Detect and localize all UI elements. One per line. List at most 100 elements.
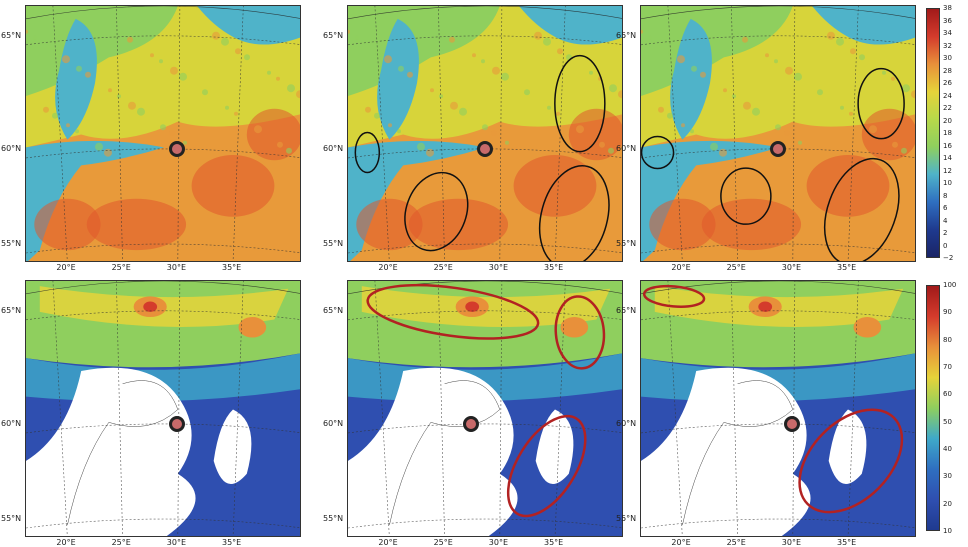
- temperature-colorbar: [926, 8, 940, 258]
- colorbar-tick: 10: [943, 179, 952, 187]
- lat-label: 65°N: [1, 30, 22, 40]
- annotation-ellipse: [366, 283, 540, 340]
- location-marker: [783, 415, 800, 432]
- colorbar-tick: 40: [943, 445, 952, 453]
- lat-label: 60°N: [616, 143, 637, 153]
- lat-label: 60°N: [323, 143, 344, 153]
- lat-label: 65°N: [323, 30, 344, 40]
- coastline: [682, 380, 794, 526]
- lat-label: 65°N: [616, 305, 637, 315]
- colorbar-tick: 34: [943, 29, 952, 37]
- gulf-of-bothnia: [55, 18, 97, 140]
- lon-label: 35°E: [837, 263, 857, 272]
- colorbar-tick: 90: [943, 308, 952, 317]
- annotation-ellipse: [823, 157, 900, 261]
- clear-sky-area: [348, 367, 518, 536]
- hot-patch: [408, 198, 509, 251]
- cloud-cover-map-panel: [25, 280, 301, 537]
- gulf-of-bothnia: [377, 18, 419, 140]
- graticule: [348, 281, 622, 536]
- lat-label: 60°N: [1, 418, 22, 428]
- annotation-ellipse: [642, 284, 706, 308]
- colorbar-tick: 22: [943, 104, 952, 112]
- colorbar-tick: 18: [943, 129, 952, 137]
- temperature-map-panel: [347, 5, 623, 262]
- annotation-ellipse: [506, 414, 587, 518]
- lat-label: 65°N: [616, 30, 637, 40]
- colorbar-tick: 16: [943, 141, 952, 150]
- colorbar-tick: 8: [943, 191, 948, 200]
- colorbar-tick: 36: [943, 16, 952, 25]
- colorbar-tick: 10: [943, 527, 952, 535]
- lat-label: 55°N: [323, 514, 344, 523]
- annotation-ellipse: [798, 408, 904, 514]
- graticule: [641, 6, 915, 261]
- colorbar-tick: 30: [943, 54, 952, 62]
- hot-patch: [568, 108, 622, 161]
- colorbar-tick: 14: [943, 154, 952, 162]
- lat-label: 55°N: [616, 239, 637, 248]
- colorbar-tick: 100: [943, 281, 957, 289]
- sea-north: [197, 6, 300, 45]
- location-marker: [168, 140, 185, 157]
- gulf-of-bothnia: [670, 18, 712, 140]
- temperature-map-panel: [25, 5, 301, 262]
- colorbar-tick: 26: [943, 79, 952, 87]
- annotation-ellipse: [554, 295, 606, 370]
- colorbar-tick: −2: [943, 254, 954, 262]
- colorbar-tick: 2: [943, 229, 948, 237]
- hot-patch: [34, 198, 101, 251]
- colorbar-tick: 80: [943, 335, 952, 344]
- colorbar-tick: 32: [943, 41, 952, 50]
- hot-patch: [86, 198, 187, 251]
- lat-label: 60°N: [1, 143, 22, 153]
- colorbar-tick: 70: [943, 363, 952, 371]
- colorbar-tick: 12: [943, 166, 952, 175]
- lon-label: 30°E: [488, 263, 509, 272]
- location-marker: [463, 415, 480, 432]
- lon-label: 25°E: [433, 263, 453, 272]
- lat-label: 60°N: [323, 418, 344, 428]
- annotation-ellipse: [538, 165, 610, 261]
- lon-label: 30°E: [166, 263, 187, 272]
- annotation-ellipse: [720, 167, 772, 225]
- lat-label: 60°N: [616, 418, 637, 428]
- temperature-map-panel: [640, 5, 916, 262]
- location-marker: [168, 415, 185, 432]
- baltic-sea: [348, 140, 486, 261]
- cloud-cover-map-panel: [640, 280, 916, 537]
- lon-label: 25°E: [111, 263, 131, 272]
- sea-north: [812, 6, 915, 45]
- lon-label: 20°E: [56, 263, 76, 272]
- colorbar-tick: 20: [943, 116, 952, 125]
- lat-label: 55°N: [1, 239, 22, 248]
- lon-label: 20°E: [671, 263, 691, 272]
- colorbar-tick: 60: [943, 390, 952, 399]
- hot-patch: [649, 198, 716, 251]
- hot-patch: [806, 155, 890, 217]
- annotation-ellipse: [641, 135, 675, 170]
- cloud-colorbar: [926, 285, 940, 531]
- colorbar-tick: 20: [943, 499, 952, 508]
- lon-label: 35°E: [222, 263, 242, 272]
- sea-north: [519, 6, 622, 45]
- lat-label: 55°N: [1, 514, 22, 523]
- lat-label: 65°N: [323, 305, 344, 315]
- lat-label: 65°N: [1, 305, 22, 315]
- lon-label: 20°E: [378, 263, 398, 272]
- graticule: [26, 6, 300, 261]
- colorbar-tick: 0: [943, 241, 948, 250]
- annotation-ellipse: [554, 54, 606, 153]
- location-marker: [770, 140, 786, 157]
- clear-sky-area: [641, 367, 811, 536]
- coastline: [67, 380, 179, 526]
- cloud-cover-map-panel: [347, 280, 623, 537]
- hot-patch: [513, 155, 597, 217]
- lon-label: 30°E: [781, 263, 802, 272]
- annotation-ellipse: [354, 131, 381, 174]
- colorbar-tick: 38: [943, 4, 952, 12]
- lon-label: 35°E: [544, 263, 564, 272]
- clear-sky-area: [26, 367, 196, 536]
- colorbar-tick: 50: [943, 417, 952, 426]
- lon-label: 25°E: [726, 263, 746, 272]
